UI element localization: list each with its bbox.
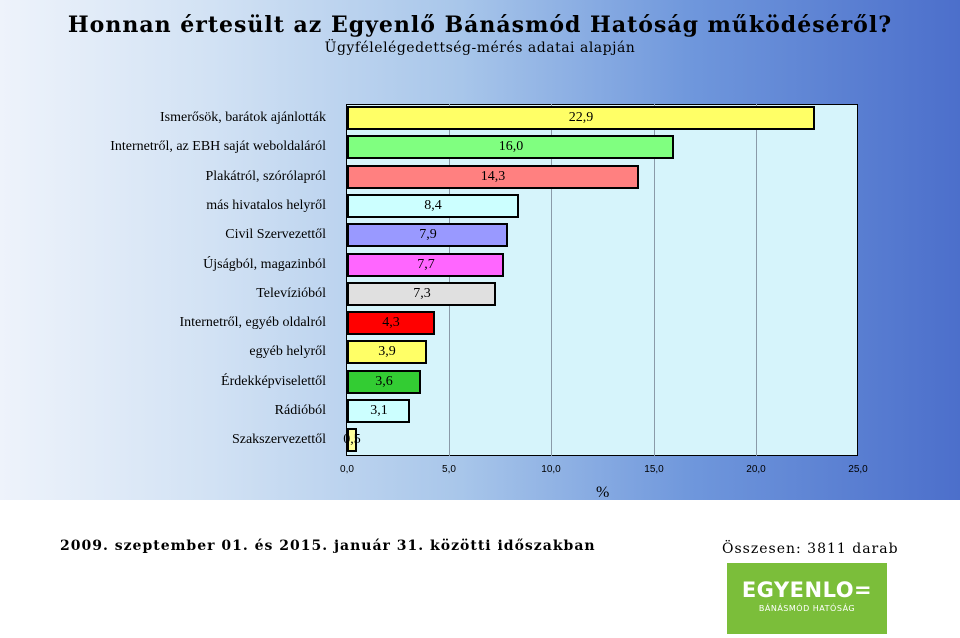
bar <box>347 165 639 189</box>
x-tick-label: 5,0 <box>442 464 456 475</box>
x-gridline <box>551 104 552 456</box>
category-label: Rádióból <box>274 403 326 418</box>
category-label: Plakátról, szórólapról <box>205 169 326 184</box>
value-label: 7,7 <box>417 257 435 272</box>
bar <box>347 223 508 247</box>
x-gridline <box>756 104 757 456</box>
bar <box>347 399 410 423</box>
category-label: egyéb helyről <box>249 344 326 359</box>
category-label: Szakszervezettől <box>231 432 326 447</box>
x-tick-label: 25,0 <box>848 464 868 475</box>
x-gridline <box>654 104 655 456</box>
bar <box>347 106 815 130</box>
category-label: Újságból, magazinból <box>203 257 326 272</box>
bar <box>347 428 357 452</box>
logo-subtext: BÁNÁSMÓD HATÓSÁG <box>758 604 856 613</box>
value-label: 4,3 <box>382 315 400 330</box>
period-text: 2009. szeptember 01. és 2015. január 31.… <box>60 538 596 554</box>
value-label: 8,4 <box>424 198 442 213</box>
x-gridline <box>449 104 450 456</box>
bar <box>347 135 674 159</box>
category-label: Ismerősök, barátok ajánlották <box>159 110 326 125</box>
bar <box>347 311 435 335</box>
logo-wordmark: EGYENLO= <box>741 578 873 602</box>
value-label: 0,5 <box>343 432 361 447</box>
value-label: 7,3 <box>413 286 431 301</box>
category-label: Televízióból <box>256 286 326 301</box>
category-label: Internetről, az EBH saját weboldaláról <box>110 139 326 154</box>
category-label: Érdekképviselettől <box>221 374 326 389</box>
bar <box>347 253 504 277</box>
x-tick-label: 10,0 <box>541 464 561 475</box>
chart-subtitle: Ügyfélelégedettség-mérés adatai alapján <box>324 40 636 56</box>
bar <box>347 282 496 306</box>
x-tick-label: 20,0 <box>746 464 766 475</box>
category-label: Internetről, egyéb oldalról <box>179 315 326 330</box>
value-label: 16,0 <box>498 139 524 154</box>
total-count: Összesen: 3811 darab <box>722 541 899 557</box>
egyenlo-logo: EGYENLO= BÁNÁSMÓD HATÓSÁG <box>727 563 887 634</box>
value-label: 3,1 <box>370 403 388 418</box>
bar <box>347 370 421 394</box>
category-label: más hivatalos helyről <box>206 198 326 213</box>
plot-area <box>346 104 858 456</box>
x-tick-label: 15,0 <box>644 464 664 475</box>
value-label: 3,6 <box>375 374 393 389</box>
value-label: 14,3 <box>480 169 506 184</box>
value-label: 3,9 <box>378 344 396 359</box>
bar <box>347 194 519 218</box>
bar <box>347 340 427 364</box>
value-label: 7,9 <box>419 227 437 242</box>
category-label: Civil Szervezettől <box>225 227 326 242</box>
x-axis-title: % <box>596 484 610 501</box>
x-tick-label: 0,0 <box>340 464 354 475</box>
chart-title: Honnan értesült az Egyenlő Bánásmód Ható… <box>67 12 893 38</box>
value-label: 22,9 <box>568 110 594 125</box>
